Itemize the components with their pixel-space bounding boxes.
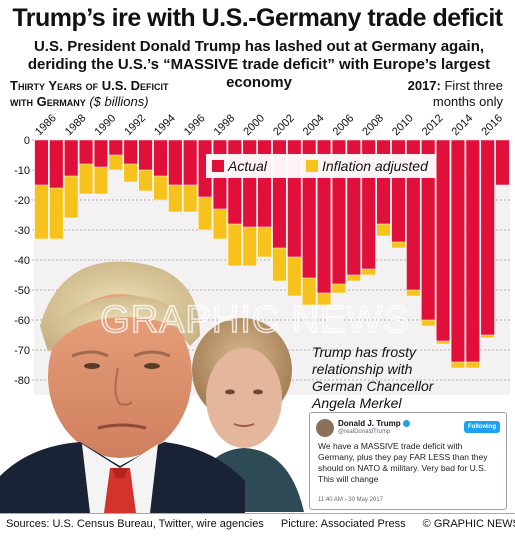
avatar[interactable] [316,419,334,437]
bar-actual [153,139,168,177]
legend-swatch-actual [212,160,224,172]
tweet-handle[interactable]: @realDonaldTrump [338,429,391,435]
footer: Sources: U.S. Census Bureau, Twitter, wi… [6,517,515,531]
tweet-text: We have a MASSIVE trade deficit with Ger… [318,441,488,484]
x-tick-label: 2004 [301,112,327,138]
bar-actual [227,139,242,225]
legend-label-inflation: Inflation adjusted [322,158,429,174]
x-tick-label: 2000 [241,112,267,138]
x-tick-label: 1986 [33,112,59,138]
tweet-card[interactable]: Donald J. Trump @realDonaldTrump Followi… [309,412,507,510]
chart-heading: Thirty Years of U.S. Deficit with German… [10,78,169,110]
photo-caption: Trump has frosty relationship with Germa… [312,344,434,411]
y-tick-label: -20 [14,195,30,207]
y-tick-label: -40 [14,255,30,267]
note-2017-label: 2017: [407,78,441,93]
y-tick-label: -50 [14,285,30,297]
bar-actual [316,139,332,294]
bar-actual [435,139,451,342]
bar-actual [242,139,257,228]
x-tick-label: 1990 [93,112,119,138]
bar-actual [183,139,198,186]
bar-actual [376,139,391,225]
y-tick-label: 0 [24,135,30,147]
bar-actual [168,139,183,186]
bar-actual [138,139,153,171]
subtitle: U.S. President Donald Trump has lashed o… [27,38,491,91]
footer-credit: © GRAPHIC NEWS [422,518,515,530]
legend-label-actual: Actual [227,158,268,174]
bar-actual [465,139,480,363]
note-2017-text: First three months only [432,78,503,109]
bar-actual [421,139,436,321]
tweet-timestamp[interactable]: 11:40 AM - 30 May 2017 [318,497,383,503]
x-tick-label: 1992 [122,112,148,138]
y-tick-label: -30 [14,225,30,237]
x-tick-label: 2014 [450,112,476,138]
bar-actual [123,139,138,165]
legend-box [206,154,436,178]
note-2017: 2017: First three months only [363,78,503,110]
x-tick-label: 1994 [152,112,178,138]
tweet-author-name-text: Donald J. Trump [338,419,401,428]
x-tick-label: 2016 [479,112,505,138]
y-tick-label: -10 [14,165,30,177]
y-tick-label: -60 [14,315,30,327]
footer-sources: Sources: U.S. Census Bureau, Twitter, wi… [6,518,264,530]
legend-swatch-inflation [306,160,318,172]
main-title: Trump’s ire with U.S.-Germany trade defi… [12,4,503,32]
x-tick-label: 1996 [182,112,208,138]
bar-actual [49,139,64,189]
chart-heading-line2: with Germany [10,94,86,109]
bar-actual [257,139,272,228]
footer-picture: Picture: Associated Press [280,518,406,530]
chart-unit: ($ billions) [89,94,149,109]
bar-actual [480,139,495,336]
x-tick-label: 2008 [360,112,386,138]
x-tick-label: 2002 [271,112,297,138]
x-tick-label: 1988 [63,112,89,138]
follow-button[interactable]: Following [464,421,500,433]
tweet-author-name[interactable]: Donald J. Trump [338,419,410,428]
bar-actual [495,139,510,186]
footer-divider [0,513,515,514]
trump-photo [0,261,245,513]
bar-actual [93,139,109,168]
x-tick-label: 2012 [420,112,446,138]
y-tick-label: -80 [14,375,30,387]
x-tick-label: 2010 [390,112,416,138]
x-tick-label: 2006 [331,112,357,138]
x-tick-label: 1998 [212,112,238,138]
bar-actual [34,139,49,186]
bar-actual [450,139,466,363]
verified-icon [402,420,410,428]
bar-actual [64,139,79,177]
chart-heading-line1: Thirty Years of U.S. Deficit [10,78,169,93]
y-tick-label: -70 [14,345,30,357]
bar-actual [108,139,123,156]
bar-actual [78,139,94,165]
